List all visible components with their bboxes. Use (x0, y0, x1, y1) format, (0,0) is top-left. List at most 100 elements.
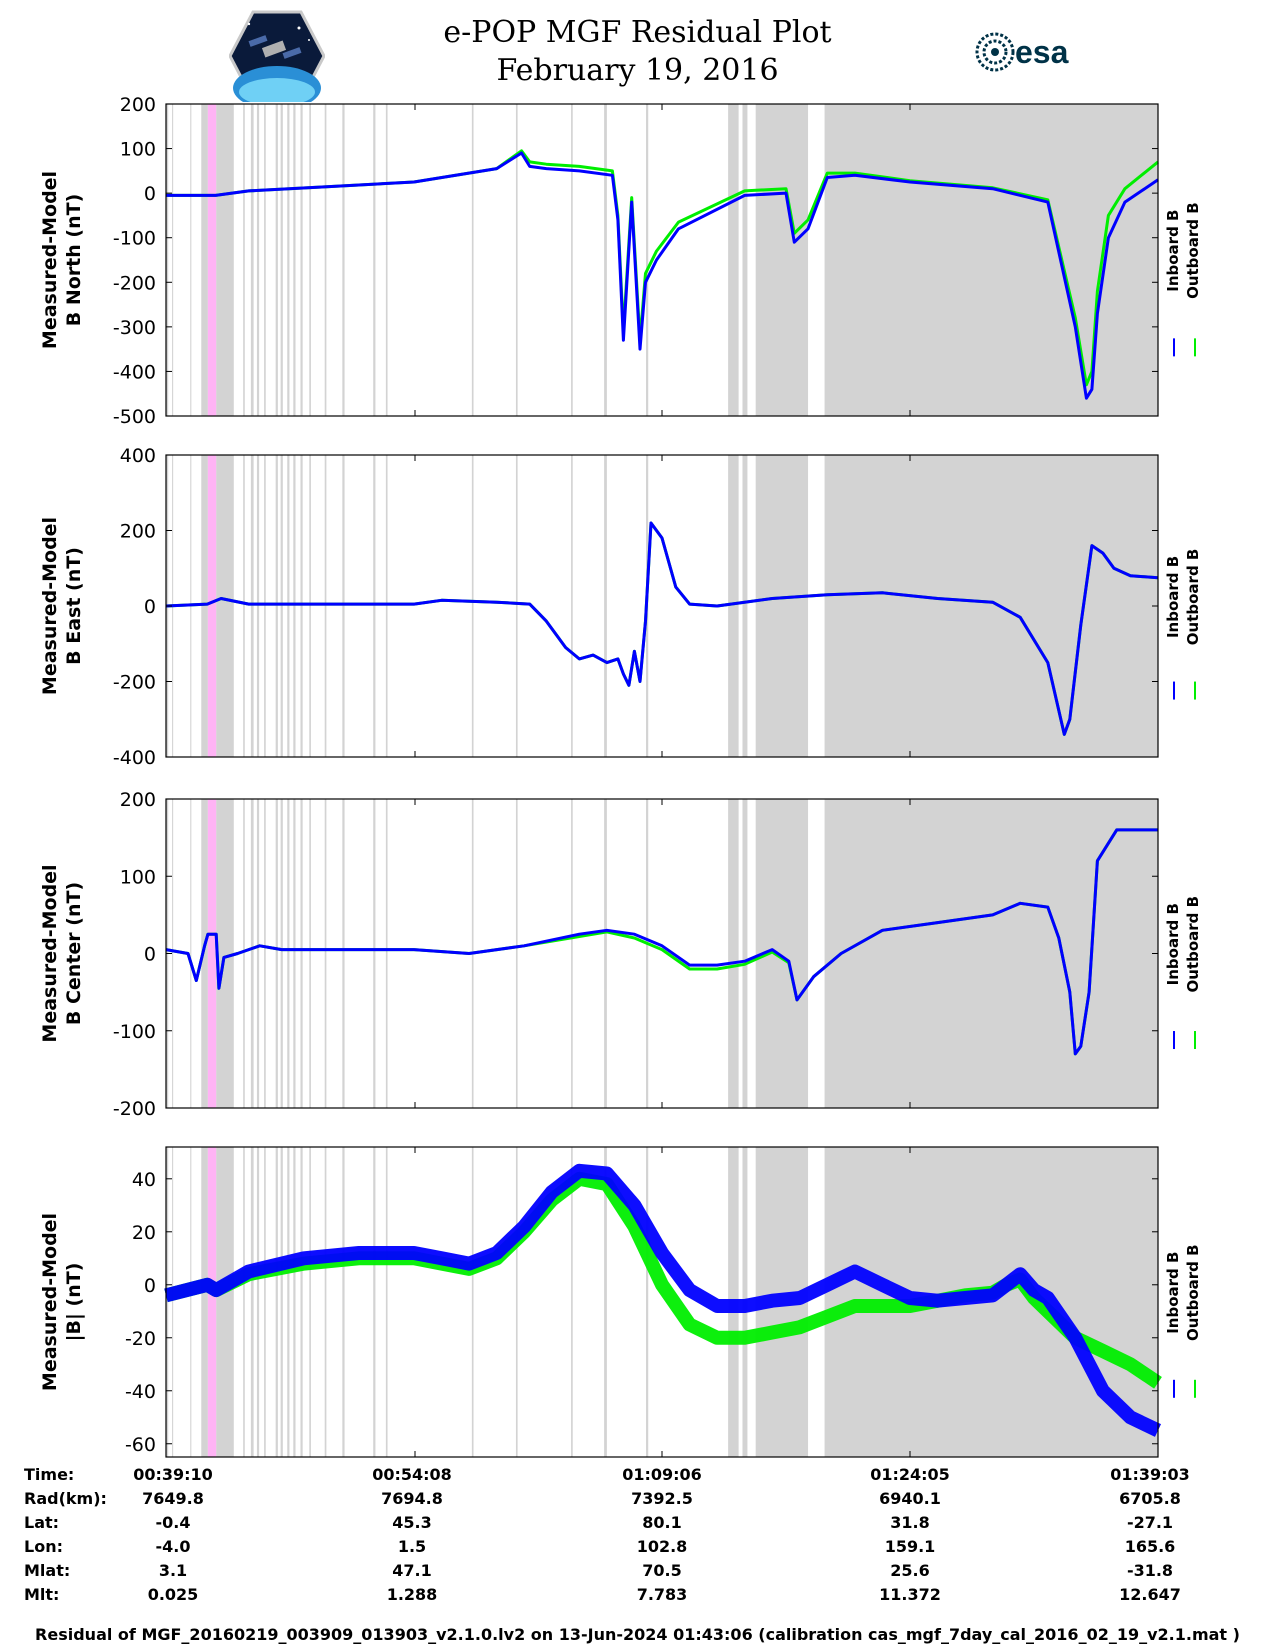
info-label-mlt: Mlt: (24, 1585, 60, 1604)
info-row-mlt: Mlt: 0.025 1.288 7.783 11.372 12.647 (0, 1585, 1275, 1609)
gap-band-p2-23 (646, 799, 649, 1108)
info-time-4: 01:39:03 (1110, 1465, 1190, 1484)
gap-band-p2-2 (190, 799, 192, 1108)
series-inboard-line-p0 (166, 151, 1159, 400)
info-lat-0: -0.4 (155, 1513, 191, 1532)
gap-band-p2-20 (515, 799, 518, 1108)
gap-band-p3-8 (264, 1147, 266, 1457)
series-inboard-line-p3 (164, 1163, 1162, 1437)
gap-band-p1-8 (264, 455, 266, 757)
ytick-label-p2-3: -100 (113, 1021, 156, 1043)
gap-band-p1-5 (243, 455, 245, 757)
gap-band-p0-23 (646, 104, 649, 416)
ylabel-p0-0: Measured-Model (39, 171, 61, 349)
gap-band-p2-8 (264, 799, 266, 1108)
gap-band-p2-24 (728, 799, 739, 1108)
legend-label-outboard-p0: Outboard B (1184, 202, 1202, 299)
info-mlat-0: 3.1 (158, 1561, 188, 1580)
gap-band-p2-25 (742, 799, 748, 1108)
ytick-label-p2-0: 200 (120, 789, 156, 811)
ylabel-p1-1: B East (nT) (63, 547, 85, 665)
info-mlat-2: 70.5 (642, 1561, 682, 1580)
gap-band-p0-15 (324, 104, 327, 416)
gap-band-p3-9 (275, 1147, 278, 1457)
ytick-label-p2-2: 0 (144, 944, 156, 966)
residual-plot-area: 2001000-100-200-300-400-500Measured-Mode… (39, 94, 1202, 1458)
gap-band-p0-24 (728, 104, 739, 416)
gap-band-p2-13 (300, 799, 303, 1108)
gap-band-p1-12 (293, 455, 296, 757)
gap-band-p0-17 (373, 104, 376, 416)
gap-band-p1-15 (324, 455, 327, 757)
ytick-label-p0-4: -200 (113, 272, 156, 294)
highlight-band-p2-0 (207, 799, 217, 1108)
gap-band-p3-12 (293, 1147, 296, 1457)
gap-band-p3-13 (300, 1147, 303, 1457)
legend-label-outboard-p2: Outboard B (1184, 896, 1202, 993)
highlight-band-p3-0 (207, 1147, 217, 1457)
gap-band-p1-3 (201, 455, 208, 757)
gap-band-p3-7 (256, 1147, 260, 1457)
ytick-label-p1-4: -400 (113, 747, 156, 769)
gap-band-p1-4 (216, 455, 234, 757)
info-mlt-3: 11.372 (879, 1585, 941, 1604)
gap-band-p2-15 (324, 799, 327, 1108)
info-rad-4: 6705.8 (1119, 1489, 1181, 1508)
gap-band-p3-19 (471, 1147, 474, 1457)
title-line-2: February 19, 2016 (496, 53, 779, 88)
highlight-band-p1-0 (207, 455, 217, 757)
gap-band-p3-6 (250, 1147, 254, 1457)
ytick-label-p1-0: 400 (120, 445, 156, 467)
info-lon-0: -4.0 (155, 1537, 191, 1556)
legend-label-outboard-p3: Outboard B (1184, 1244, 1202, 1341)
gap-band-p1-6 (250, 455, 254, 757)
gap-band-p3-15 (324, 1147, 327, 1457)
info-mlt-4: 12.647 (1119, 1585, 1181, 1604)
legend-label-outboard-p1: Outboard B (1184, 549, 1202, 646)
gap-band-p2-16 (342, 799, 345, 1108)
gap-band-p3-4 (216, 1147, 234, 1457)
highlight-band-p0-0 (207, 104, 217, 416)
ytick-label-p3-3: -20 (125, 1328, 156, 1350)
legend-label-inboard-p1: Inboard B (1164, 556, 1182, 638)
gap-band-p0-2 (190, 104, 192, 416)
footer-caption: Residual of MGF_20160219_003909_013903_v… (35, 1625, 1240, 1644)
gap-band-p0-14 (309, 104, 311, 416)
gap-band-p0-22 (604, 104, 607, 416)
gap-band-p1-22 (604, 455, 607, 757)
gap-band-p3-1 (172, 1147, 174, 1457)
ylabel-p2-1: B Center (nT) (63, 882, 85, 1025)
gap-band-p0-8 (264, 104, 266, 416)
gap-band-p3-23 (646, 1147, 649, 1457)
gap-band-p3-11 (287, 1147, 290, 1457)
gap-band-p0-11 (287, 104, 290, 416)
gap-band-p0-3 (201, 104, 208, 416)
ylabel-p1-0: Measured-Model (39, 517, 61, 695)
plot-title: e-POP MGF Residual Plot February 19, 201… (0, 14, 1275, 90)
info-label-lon: Lon: (24, 1537, 63, 1556)
ytick-label-p3-0: 40 (132, 1169, 156, 1191)
ytick-label-p2-1: 100 (120, 866, 156, 888)
cassiope-logo (228, 10, 326, 110)
info-label-lat: Lat: (24, 1513, 60, 1532)
gap-band-p3-18 (385, 1147, 388, 1457)
ylabel-p0-1: B North (nT) (63, 194, 85, 327)
gap-band-p1-21 (571, 455, 573, 757)
info-lon-4: 165.6 (1124, 1537, 1176, 1556)
gap-band-p2-6 (250, 799, 254, 1108)
gap-band-p2-7 (256, 799, 260, 1108)
info-mlt-2: 7.783 (636, 1585, 688, 1604)
gap-band-p2-11 (287, 799, 290, 1108)
info-time-0: 00:39:10 (133, 1465, 213, 1484)
gap-band-p0-4 (216, 104, 234, 416)
gap-band-p3-5 (243, 1147, 245, 1457)
gap-band-p1-16 (342, 455, 345, 757)
gap-band-p2-17 (373, 799, 376, 1108)
ytick-label-p0-7: -500 (113, 406, 156, 428)
info-row-lat: Lat: -0.4 45.3 80.1 31.8 -27.1 (0, 1513, 1275, 1537)
gap-band-p1-18 (385, 455, 388, 757)
gap-band-p1-13 (300, 455, 303, 757)
gap-band-p2-9 (275, 799, 278, 1108)
ytick-label-p2-4: -200 (113, 1098, 156, 1120)
gap-band-p0-21 (571, 104, 573, 416)
